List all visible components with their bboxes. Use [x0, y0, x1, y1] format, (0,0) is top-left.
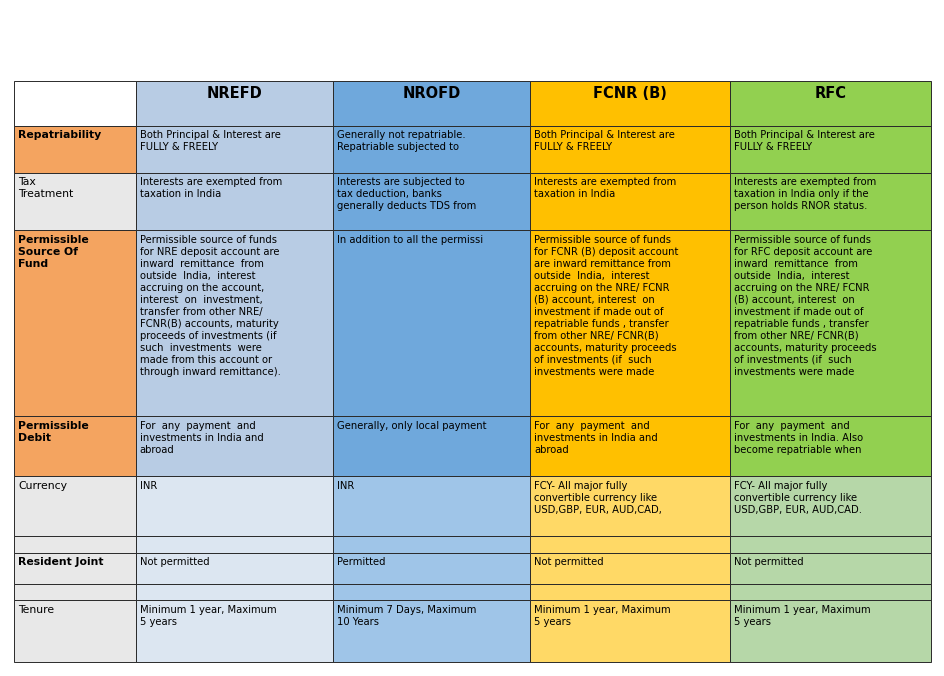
Text: Currency: Currency: [18, 481, 67, 491]
Bar: [333, 477, 530, 537]
Text: Tax
Treatment: Tax Treatment: [18, 177, 73, 199]
Text: FCY- All major fully
convertible currency like
USD,GBP, EUR, AUD,CAD.: FCY- All major fully convertible currenc…: [733, 481, 861, 515]
Bar: [333, 553, 530, 584]
Text: Tenure: Tenure: [18, 605, 54, 615]
Text: Permissible source of funds
for RFC deposit account are
inward  remittance  from: Permissible source of funds for RFC depo…: [733, 235, 875, 377]
Text: Both Principal & Interest are
FULLY & FREELY: Both Principal & Interest are FULLY & FR…: [533, 130, 674, 152]
Bar: [333, 172, 530, 230]
Bar: [136, 416, 333, 477]
Bar: [333, 81, 530, 126]
Text: Permitted: Permitted: [337, 558, 385, 567]
Bar: [530, 477, 730, 537]
Text: Not permitted: Not permitted: [140, 558, 210, 567]
Bar: [530, 230, 730, 416]
Bar: [730, 230, 930, 416]
Bar: [730, 600, 930, 662]
Text: Interests are exempted from
taxation in India only if the
person holds RNOR stat: Interests are exempted from taxation in …: [733, 177, 875, 212]
Text: Minimum 1 year, Maximum
5 years: Minimum 1 year, Maximum 5 years: [533, 605, 670, 627]
Text: Not permitted: Not permitted: [733, 558, 802, 567]
Text: Permissible source of funds
for NRE deposit account are
inward  remittance  from: Permissible source of funds for NRE depo…: [140, 235, 280, 377]
Bar: [136, 126, 333, 172]
Text: FCY- All major fully
convertible currency like
USD,GBP, EUR, AUD,CAD,: FCY- All major fully convertible currenc…: [533, 481, 661, 515]
Text: INR: INR: [140, 481, 157, 491]
Bar: [530, 537, 730, 553]
Text: Interests are exempted from
taxation in India: Interests are exempted from taxation in …: [140, 177, 282, 199]
Bar: [14, 477, 136, 537]
Bar: [730, 553, 930, 584]
Bar: [333, 600, 530, 662]
Bar: [136, 553, 333, 584]
Text: NREFD: NREFD: [207, 86, 262, 101]
Bar: [530, 553, 730, 584]
Bar: [730, 537, 930, 553]
Text: Both Principal & Interest are
FULLY & FREELY: Both Principal & Interest are FULLY & FR…: [140, 130, 280, 152]
Bar: [136, 600, 333, 662]
Text: Both Principal & Interest are
FULLY & FREELY: Both Principal & Interest are FULLY & FR…: [733, 130, 874, 152]
Text: Minimum 1 year, Maximum
5 years: Minimum 1 year, Maximum 5 years: [733, 605, 869, 627]
Bar: [333, 537, 530, 553]
Bar: [14, 584, 136, 600]
Bar: [14, 537, 136, 553]
Text: FCNR (B): FCNR (B): [593, 86, 666, 101]
Bar: [136, 477, 333, 537]
Text: For  any  payment  and
investments in India and
abroad: For any payment and investments in India…: [140, 421, 263, 455]
Bar: [530, 416, 730, 477]
Text: For  any  payment  and
investments in India. Also
become repatriable when: For any payment and investments in India…: [733, 421, 862, 455]
Bar: [730, 81, 930, 126]
Bar: [14, 126, 136, 172]
Text: In addition to all the permissi: In addition to all the permissi: [337, 235, 482, 245]
Bar: [730, 126, 930, 172]
Bar: [136, 584, 333, 600]
Bar: [333, 230, 530, 416]
Text: Minimum 1 year, Maximum
5 years: Minimum 1 year, Maximum 5 years: [140, 605, 277, 627]
Bar: [333, 126, 530, 172]
Text: Resident Joint: Resident Joint: [18, 558, 103, 567]
Bar: [136, 81, 333, 126]
Bar: [730, 172, 930, 230]
Text: Repatriability: Repatriability: [18, 130, 101, 141]
Bar: [14, 553, 136, 584]
Bar: [530, 584, 730, 600]
Bar: [333, 416, 530, 477]
Text: Minimum 7 Days, Maximum
10 Years: Minimum 7 Days, Maximum 10 Years: [337, 605, 476, 627]
Text: NROFD: NROFD: [402, 86, 461, 101]
Text: RFC: RFC: [814, 86, 846, 101]
Text: Interests are subjected to
tax deduction, banks
generally deducts TDS from: Interests are subjected to tax deduction…: [337, 177, 476, 212]
Bar: [730, 584, 930, 600]
Bar: [530, 126, 730, 172]
Bar: [136, 537, 333, 553]
Bar: [530, 81, 730, 126]
Text: Generally, only local payment: Generally, only local payment: [337, 421, 486, 431]
Bar: [14, 600, 136, 662]
Text: Permissible source of funds
for FCNR (B) deposit account
are inward remittance f: Permissible source of funds for FCNR (B)…: [533, 235, 678, 377]
Bar: [730, 477, 930, 537]
Bar: [530, 172, 730, 230]
Bar: [14, 172, 136, 230]
Bar: [136, 230, 333, 416]
Text: Permissible
Debit: Permissible Debit: [18, 421, 89, 443]
Bar: [730, 416, 930, 477]
Bar: [530, 600, 730, 662]
Text: For  any  payment  and
investments in India and
abroad: For any payment and investments in India…: [533, 421, 657, 455]
Text: Generally not repatriable.
Repatriable subjected to: Generally not repatriable. Repatriable s…: [337, 130, 465, 152]
Text: Permissible
Source Of
Fund: Permissible Source Of Fund: [18, 235, 89, 269]
Bar: [136, 172, 333, 230]
Bar: [14, 81, 136, 126]
Text: INR: INR: [337, 481, 354, 491]
Bar: [14, 230, 136, 416]
Bar: [14, 416, 136, 477]
Bar: [333, 584, 530, 600]
Text: Not permitted: Not permitted: [533, 558, 603, 567]
Text: Interests are exempted from
taxation in India: Interests are exempted from taxation in …: [533, 177, 676, 199]
